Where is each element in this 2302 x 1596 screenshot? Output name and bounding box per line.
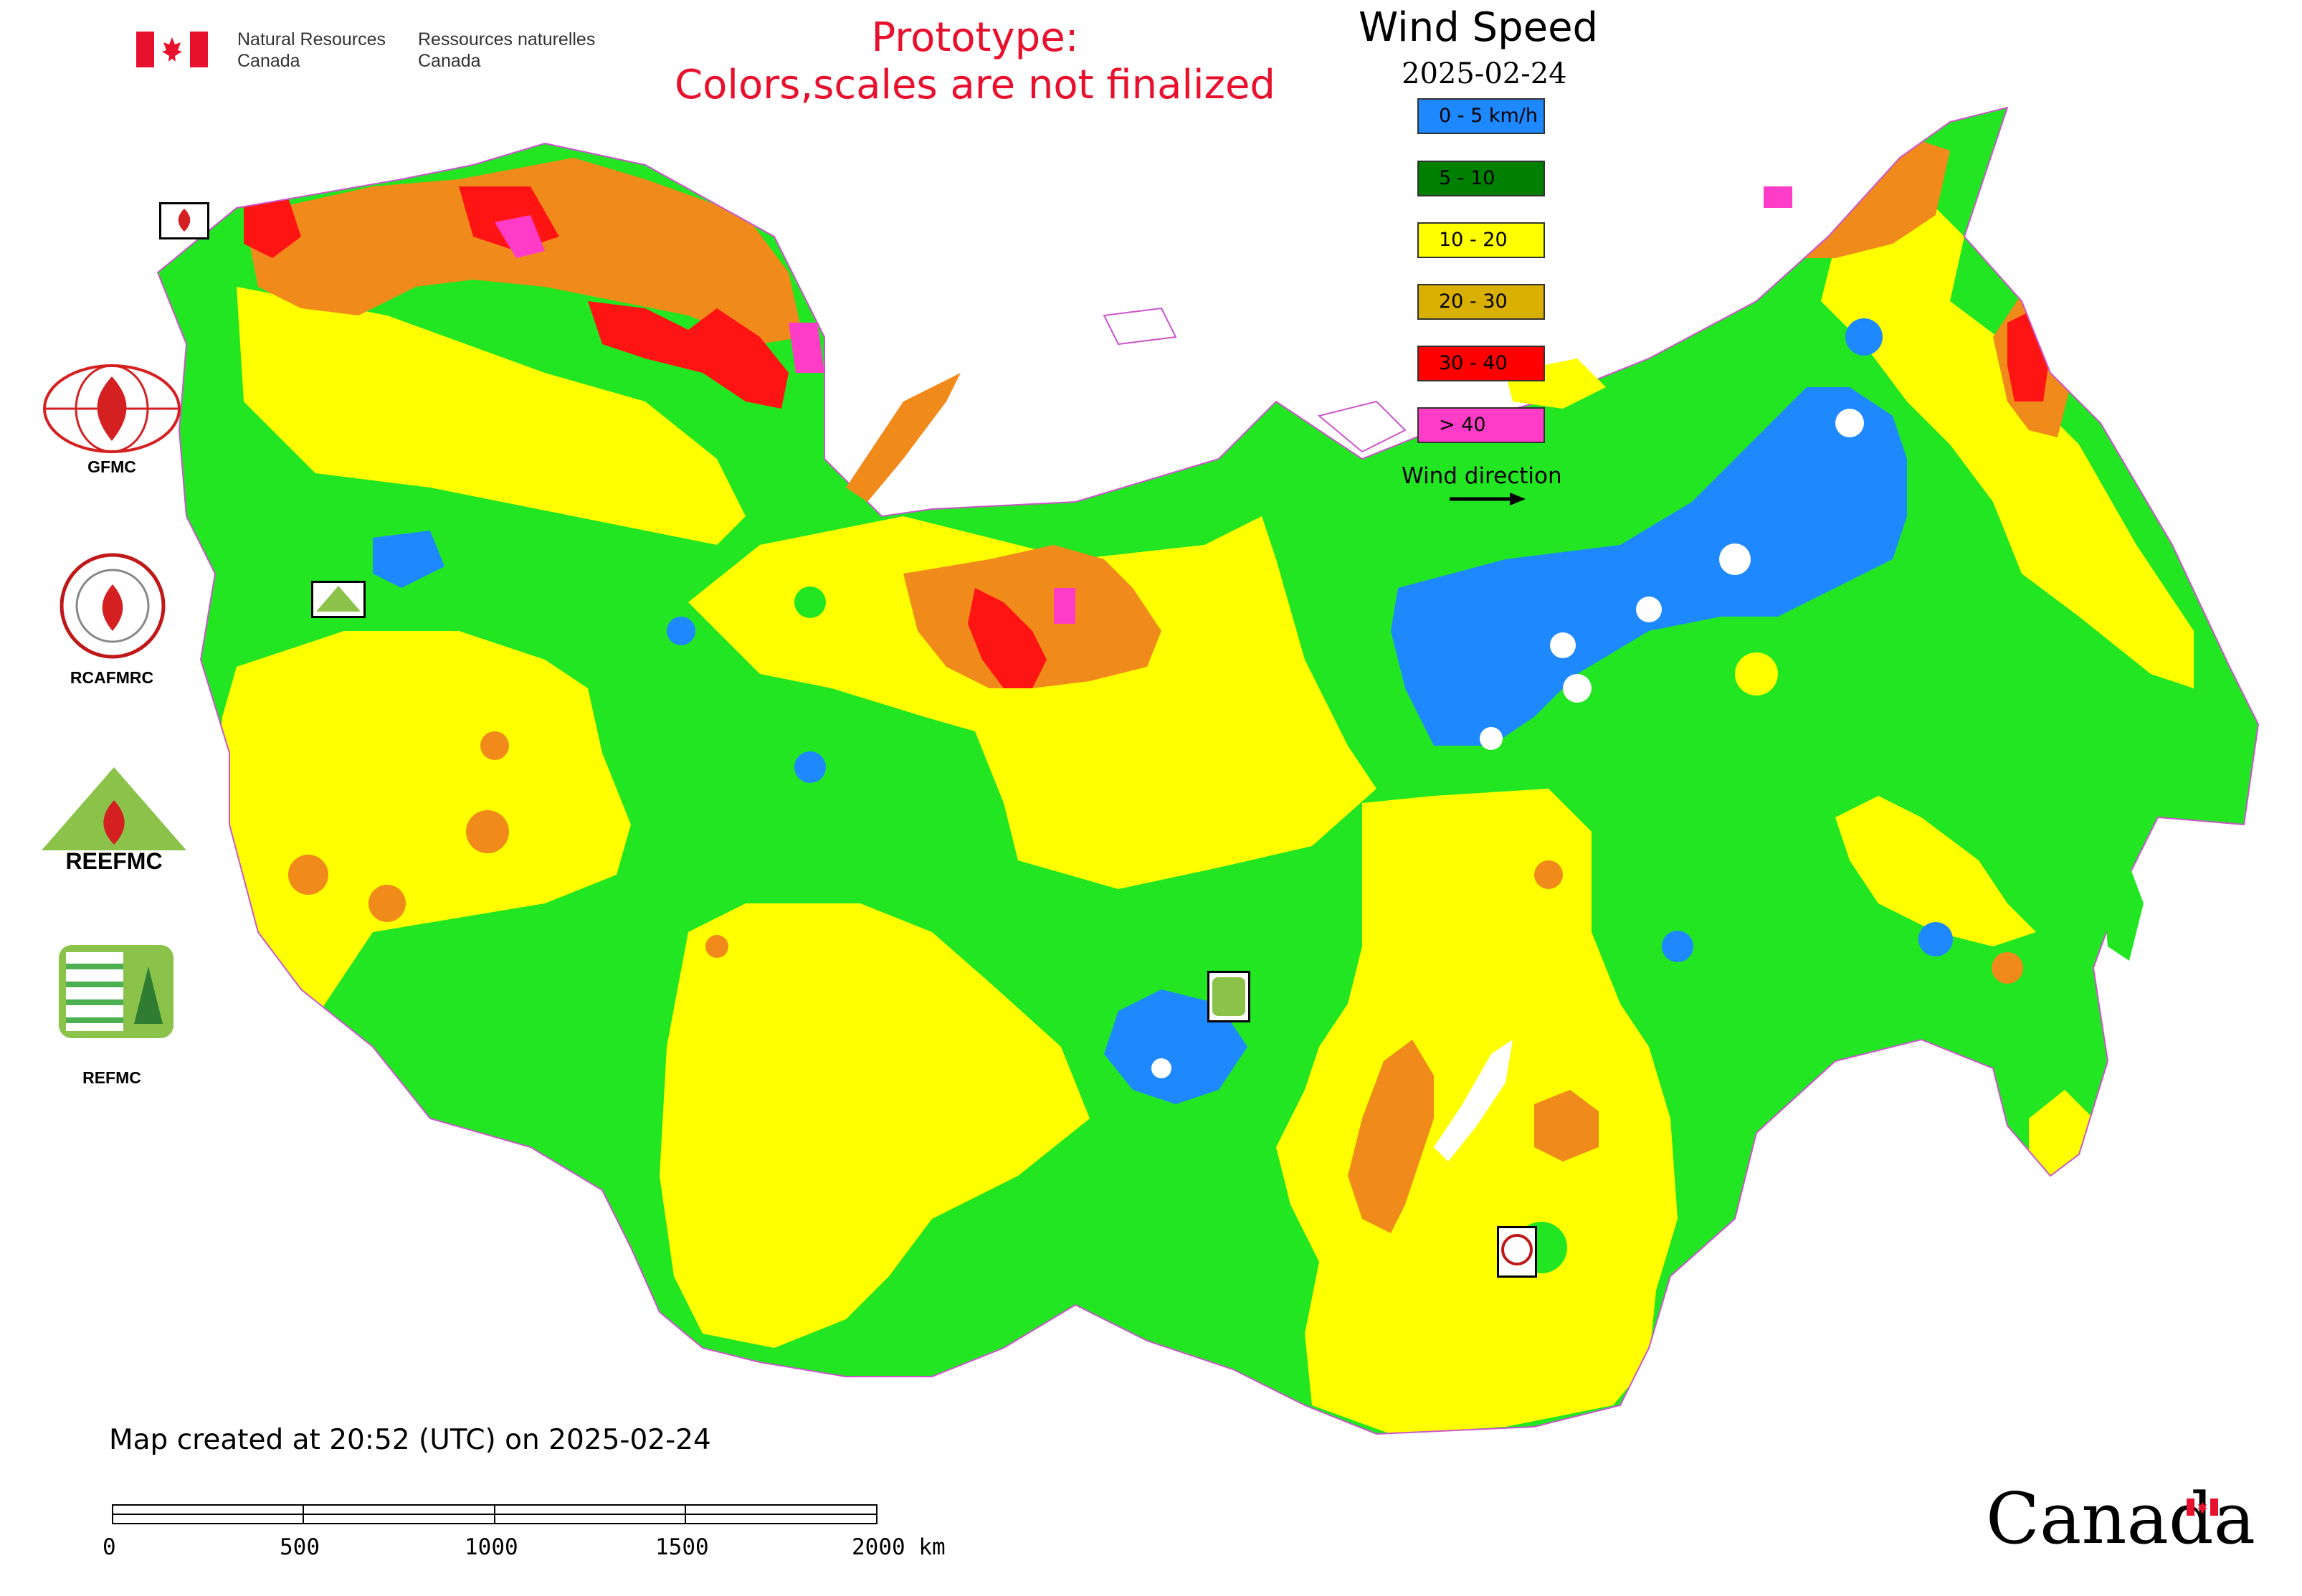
agency-name-french: Ressources naturelles Canada bbox=[418, 29, 595, 72]
zone-blue-yakutia bbox=[1391, 387, 1907, 746]
agency-fr-line-1: Ressources naturelles bbox=[418, 29, 596, 49]
spot bbox=[1636, 597, 1662, 622]
scale-tick-1500: 1500 bbox=[655, 1534, 709, 1560]
legend-class-0: 0 - 5 km/h bbox=[1417, 98, 1545, 134]
scale-tick-0: 0 bbox=[103, 1534, 116, 1560]
zone-magenta-kanin bbox=[495, 215, 545, 258]
zone-yellow-east bbox=[1821, 194, 2194, 688]
zone-orange-chita bbox=[1534, 1090, 1599, 1162]
land-outline bbox=[156, 106, 2260, 1435]
spot bbox=[1992, 952, 2023, 984]
spot bbox=[1835, 409, 1864, 437]
canada-flag-icon bbox=[136, 32, 208, 67]
svg-text:REEFMC: REEFMC bbox=[65, 848, 162, 870]
island-sakhalin bbox=[2101, 846, 2144, 961]
zone-yellow-west bbox=[215, 631, 631, 1018]
legend-title: Wind Speed bbox=[1359, 4, 1599, 51]
agency-fr-line-2: Canada bbox=[418, 51, 481, 71]
island-franz-josef bbox=[1103, 307, 1177, 346]
refmc-logo-icon bbox=[59, 945, 173, 1038]
refmc-logo-label: REFMC bbox=[82, 1068, 141, 1087]
spot bbox=[705, 935, 728, 958]
spot bbox=[480, 731, 509, 760]
legend-class-1: 5 - 10 bbox=[1417, 161, 1545, 196]
zone-magenta-yamal bbox=[1054, 588, 1075, 624]
zone-red-kola bbox=[244, 194, 301, 258]
scale-tick-500: 500 bbox=[280, 1534, 320, 1560]
scale-tick-1000: 1000 bbox=[465, 1534, 518, 1560]
zone-yellow-sakhalin bbox=[2029, 1090, 2093, 1176]
zone-yellow-kazakh bbox=[660, 903, 1090, 1348]
zone-orange-baikal bbox=[1348, 1040, 1434, 1233]
island-novaya-zemlya bbox=[846, 373, 961, 502]
spot bbox=[1719, 543, 1751, 575]
spot bbox=[1480, 727, 1503, 750]
legend-date: 2025-02-24 bbox=[1402, 57, 1567, 90]
spot bbox=[667, 617, 695, 645]
zone-magenta-pechora bbox=[789, 323, 824, 373]
reefmc-logo-icon: REEFMC bbox=[37, 764, 191, 874]
spot bbox=[1563, 674, 1592, 703]
spot bbox=[1918, 922, 1953, 956]
scale-bar bbox=[112, 1504, 879, 1526]
legend-class-5: > 40 bbox=[1417, 407, 1545, 443]
legend-class-2: 10 - 20 bbox=[1417, 222, 1545, 258]
zone-blue-west bbox=[373, 531, 444, 588]
spot bbox=[794, 751, 826, 783]
zone-yellow-north bbox=[237, 287, 746, 545]
gfmc-logo-label: GFMC bbox=[87, 457, 136, 476]
spot bbox=[1845, 318, 1883, 356]
scale-tick-2000: 2000 km bbox=[852, 1534, 946, 1560]
refmc-marker-icon[interactable] bbox=[1207, 971, 1250, 1022]
prototype-notice-line-1: Prototype: bbox=[871, 14, 1079, 61]
spot bbox=[466, 810, 509, 853]
rcafmrc-marker-icon[interactable] bbox=[1497, 1226, 1537, 1278]
wind-direction-label: Wind direction bbox=[1402, 463, 1562, 489]
spot bbox=[1151, 1058, 1171, 1078]
legend-class-4: 30 - 40 bbox=[1417, 346, 1545, 381]
legend-class-3: 20 - 30 bbox=[1417, 284, 1545, 320]
island-wrangel bbox=[1764, 186, 1792, 208]
zone-red-yamal bbox=[968, 588, 1047, 688]
prototype-notice-line-2: Colors,scales are not finalized bbox=[675, 62, 1275, 108]
lake-baikal bbox=[1434, 1040, 1513, 1162]
spot bbox=[1550, 632, 1576, 658]
gfmc-logo-icon bbox=[42, 362, 182, 455]
rcafmrc-logo-icon bbox=[59, 552, 166, 660]
spot bbox=[794, 586, 826, 618]
rcafmrc-logo-label: RCAFMRC bbox=[70, 668, 154, 687]
agency-name-english: Natural Resources Canada bbox=[237, 29, 386, 72]
spot bbox=[1534, 860, 1563, 889]
map-created-timestamp: Map created at 20:52 (UTC) on 2025-02-24 bbox=[109, 1424, 711, 1456]
zone-yellow-central-north bbox=[688, 516, 1376, 889]
wind-direction-arrow-icon bbox=[1448, 490, 1527, 508]
zone-red-barents bbox=[588, 301, 789, 409]
spot bbox=[1662, 931, 1693, 962]
canada-wordmark: Canada bbox=[1986, 1478, 2256, 1560]
island-severnaya bbox=[1317, 400, 1407, 453]
wordmark-flag-icon bbox=[2187, 1498, 2218, 1516]
gfmc-marker-icon[interactable] bbox=[159, 202, 209, 239]
spot bbox=[1735, 652, 1778, 695]
spot bbox=[368, 885, 406, 922]
prototype-notice: Prototype: Colors,scales are not finaliz… bbox=[645, 14, 1305, 109]
spot bbox=[288, 855, 328, 895]
reefmc-marker-icon[interactable] bbox=[311, 581, 366, 618]
agency-en-line-2: Canada bbox=[237, 51, 300, 71]
zone-yellow-far-east bbox=[1835, 796, 2036, 946]
zone-orange-yamal bbox=[903, 545, 1161, 688]
agency-en-line-1: Natural Resources bbox=[237, 29, 386, 49]
